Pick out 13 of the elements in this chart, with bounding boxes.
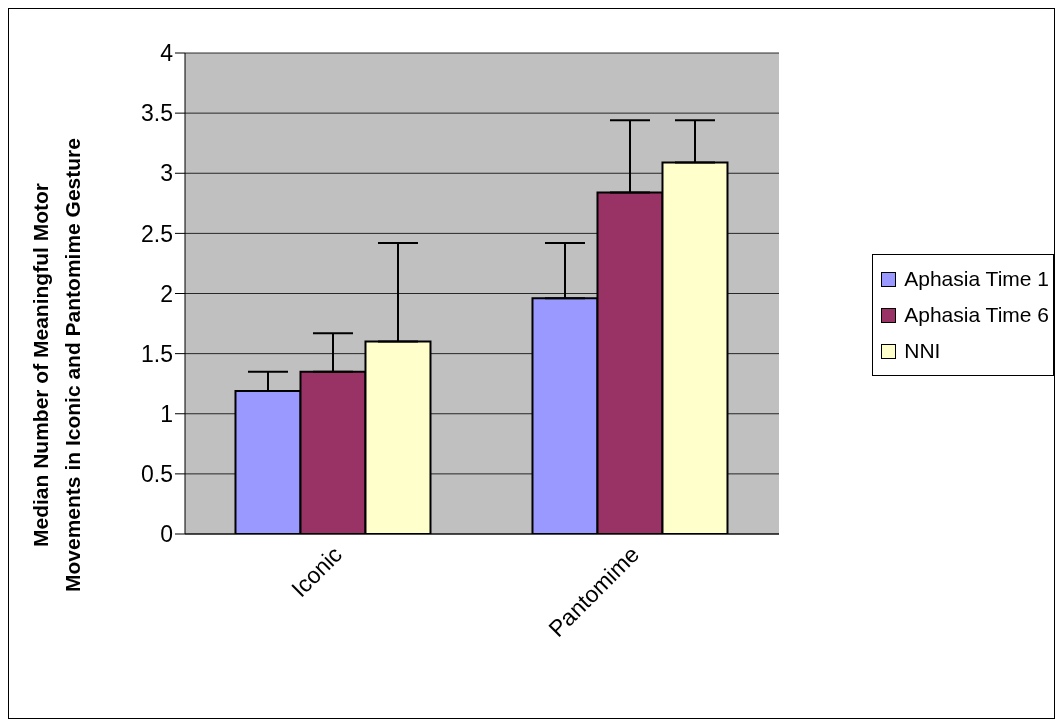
legend-label: NNI <box>904 338 941 364</box>
y-tick-label: 3 <box>160 160 173 187</box>
y-tick-label: 0.5 <box>141 461 173 488</box>
legend-label: Aphasia Time 1 <box>904 266 1049 292</box>
y-tick-label: 3.5 <box>141 100 173 127</box>
y-tick-label: 1.5 <box>141 340 173 367</box>
legend-label: Aphasia Time 6 <box>904 302 1049 328</box>
y-tick-label: 2.5 <box>141 220 173 247</box>
y-tick-label: 2 <box>160 280 173 307</box>
y-tick-label: 0 <box>160 521 173 548</box>
y-tick-label: 1 <box>160 400 173 427</box>
y-tick-label: 4 <box>160 40 174 67</box>
y-axis-title: Median Number of Meaningful Motor Movements in Iconic and Pantomime Gesture <box>28 137 85 594</box>
